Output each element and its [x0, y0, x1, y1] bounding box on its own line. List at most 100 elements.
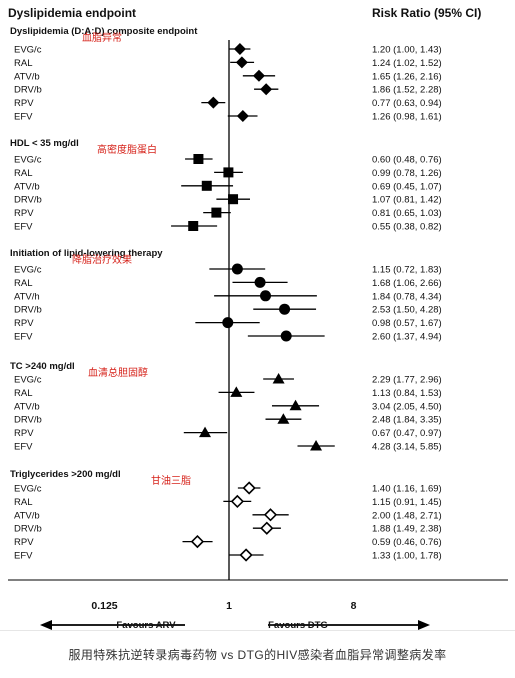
ci-text: 0.60 (0.48, 0.76) [372, 155, 442, 166]
favours-right-label: Favours DTG [268, 620, 328, 630]
data-point-circle [279, 303, 291, 315]
data-point-square [193, 154, 204, 164]
group-title: Dyslipidemia (D:A:D) composite endpoint [10, 26, 198, 37]
ci-text: 2.29 (1.77, 2.96) [372, 375, 442, 386]
row-label: RPV [14, 98, 34, 109]
favours-left-label: Favours ARV [116, 620, 176, 630]
ci-text: 0.55 (0.38, 0.82) [372, 222, 442, 233]
data-point-open-diamond [239, 548, 253, 562]
x-tick-label: 0.125 [91, 600, 117, 612]
ci-text: 1.13 (0.84, 1.53) [372, 388, 442, 399]
ci-text: 0.99 (0.78, 1.26) [372, 168, 442, 179]
row-label: DRV/b [14, 305, 42, 316]
ci-text: 3.04 (2.05, 4.50) [372, 401, 442, 412]
group-annotation: 高密度脂蛋白 [97, 143, 157, 156]
row-label: ATV/b [14, 401, 40, 412]
data-point-triangle [289, 399, 302, 411]
ci-text: 1.26 (0.98, 1.61) [372, 112, 442, 123]
data-point-circle [260, 290, 272, 302]
data-point-diamond [207, 96, 220, 109]
data-point-triangle [272, 373, 285, 384]
row-label: ATV/b [14, 71, 40, 82]
ci-text: 1.40 (1.16, 1.69) [372, 484, 442, 495]
data-point-diamond [233, 43, 246, 55]
data-point-square [201, 180, 212, 191]
ci-text: 1.24 (1.02, 1.52) [372, 58, 442, 69]
ci-text: 1.07 (0.81, 1.42) [372, 195, 442, 206]
ci-text: 2.53 (1.50, 4.28) [372, 305, 442, 316]
row-label: EFV [14, 222, 33, 233]
ci-text: 0.81 (0.65, 1.03) [372, 208, 442, 219]
ci-text: 0.77 (0.63, 0.94) [372, 98, 442, 109]
data-point-square [228, 194, 239, 205]
ci-text: 1.15 (0.72, 1.83) [372, 265, 442, 276]
row-label: EVG/c [14, 45, 42, 56]
row-label: ATV/b [14, 510, 40, 521]
ci-text: 2.48 (1.84, 3.35) [372, 415, 442, 426]
ci-text: 1.68 (1.06, 2.66) [372, 278, 442, 289]
data-point-open-diamond [242, 481, 256, 495]
row-label: RAL [14, 497, 32, 508]
data-point-square [223, 167, 234, 178]
favours-right-arrow-head [418, 620, 430, 630]
data-point-diamond [236, 110, 249, 122]
ci-text: 2.60 (1.37, 4.94) [372, 332, 442, 343]
row-label: EVG/c [14, 375, 42, 386]
data-point-square [211, 207, 222, 218]
x-tick-label: 8 [351, 600, 357, 612]
data-point-open-diamond [260, 521, 274, 535]
data-point-triangle [310, 440, 323, 451]
group-annotation: 甘油三脂 [151, 474, 191, 487]
ci-text: 2.00 (1.48, 2.71) [372, 510, 442, 521]
data-point-open-diamond [263, 508, 278, 522]
data-point-triangle [277, 413, 290, 424]
row-label: EVG/c [14, 155, 42, 166]
group-title: Initiation of lipid-lowering therapy [10, 248, 163, 259]
forest-plot-figure: Dyslipidemia endpoint Risk Ratio (95% CI… [8, 6, 508, 630]
row-label: EVG/c [14, 265, 42, 276]
row-label: EFV [14, 332, 33, 343]
ci-text: 1.84 (0.78, 4.34) [372, 291, 442, 302]
row-label: DRV/b [14, 195, 42, 206]
row-label: RAL [14, 278, 32, 289]
data-point-triangle [230, 386, 243, 397]
forest-plot-svg: 0.125 1 8 Favours ARV Favours DTG Dyslipidemi… [8, 26, 508, 630]
x-tick-label: 1 [226, 600, 232, 612]
data-point-diamond [235, 56, 248, 69]
ci-text: 0.67 (0.47, 0.97) [372, 428, 442, 439]
row-label: ATV/h [14, 291, 40, 302]
ci-text: 0.69 (0.45, 1.07) [372, 181, 442, 192]
data-point-triangle [199, 426, 212, 438]
header-risk-ratio: Risk Ratio (95% CI) [372, 6, 482, 20]
row-label: EFV [14, 112, 33, 123]
data-point-circle [280, 330, 292, 342]
ci-text: 0.59 (0.46, 0.76) [372, 537, 442, 548]
data-point-circle [231, 263, 243, 275]
ci-text: 1.20 (1.00, 1.43) [372, 45, 442, 56]
ci-text: 4.28 (3.14, 5.85) [372, 442, 442, 453]
row-label: EVG/c [14, 484, 42, 495]
group-annotation: 降脂治疗效果 [72, 253, 132, 266]
ci-text: 1.65 (1.26, 2.16) [372, 71, 442, 82]
ci-text: 1.33 (1.00, 1.78) [372, 551, 442, 562]
ci-text: 1.15 (0.91, 1.45) [372, 497, 442, 508]
data-point-square [188, 221, 199, 231]
row-label: DRV/b [14, 85, 42, 96]
data-point-diamond [252, 69, 265, 82]
ci-text: 0.98 (0.57, 1.67) [372, 318, 442, 329]
row-label: EFV [14, 442, 33, 453]
row-label: RPV [14, 537, 34, 548]
row-label: EFV [14, 551, 33, 562]
figure-caption: 服用特殊抗逆转录病毒药物 vs DTG的HIV感染者血脂异常调整病发率 [68, 648, 447, 662]
ci-text: 1.88 (1.49, 2.38) [372, 524, 442, 535]
group-annotation: 血脂异常 [82, 31, 122, 44]
group-title: HDL < 35 mg/dl [10, 138, 79, 149]
header-endpoint: Dyslipidemia endpoint [8, 6, 137, 20]
group-title: Triglycerides >200 mg/dl [10, 469, 121, 480]
row-label: RAL [14, 168, 32, 179]
data-point-open-diamond [230, 494, 244, 509]
group-annotation: 血清总胆固醇 [88, 366, 148, 379]
row-label: DRV/b [14, 524, 42, 535]
data-point-open-diamond [190, 534, 205, 549]
row-label: RAL [14, 388, 32, 399]
